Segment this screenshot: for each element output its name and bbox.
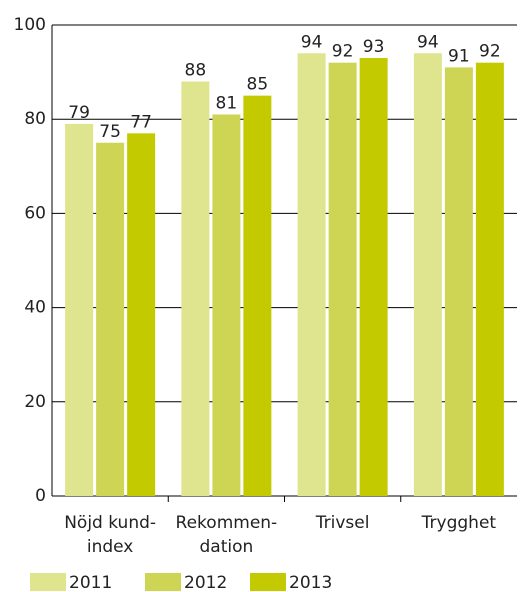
y-tick-label: 80 [24,109,46,129]
value-label: 77 [130,112,152,132]
x-tick-label: Trivsel [315,513,370,533]
value-label: 81 [216,93,238,113]
bar [328,62,357,497]
bar [475,62,504,497]
value-label: 94 [301,32,323,52]
bar [297,53,326,496]
x-tick-label: Trygghet [421,513,497,533]
y-tick-label: 20 [24,392,46,412]
legend-swatch [30,573,66,591]
labels: 0 20 40 60 80 100 Nöjd kund-index 79 75 77 Rekomme… [14,15,501,592]
value-label: 93 [363,37,385,57]
value-label: 92 [479,42,501,62]
legend-label: 2012 [184,573,227,592]
bar [65,123,94,496]
value-label: 91 [448,46,470,66]
legend-label: 2011 [69,573,112,592]
value-label: 85 [247,75,269,95]
value-label: 94 [417,32,439,52]
bar [96,142,125,496]
value-label: 92 [332,42,354,62]
legend-swatch [145,573,181,591]
bar [181,81,210,497]
value-label: 79 [68,103,90,123]
value-label: 75 [99,122,121,142]
y-tick-label: 40 [24,298,46,318]
bar [243,95,272,497]
y-tick-label: 60 [24,203,46,223]
legend-swatch [250,573,286,591]
value-label: 88 [185,61,207,81]
legend-label: 2013 [289,573,332,592]
y-tick-label: 0 [35,486,46,506]
y-tick-label: 100 [14,15,46,35]
bars [65,53,504,497]
bar [444,67,473,496]
bar [127,133,156,496]
bar [359,57,388,496]
bar [413,53,442,496]
bar [212,114,241,497]
x-tick-label: Nöjd kund-index [64,513,156,557]
x-tick-label: Rekommen-dation [176,513,278,557]
